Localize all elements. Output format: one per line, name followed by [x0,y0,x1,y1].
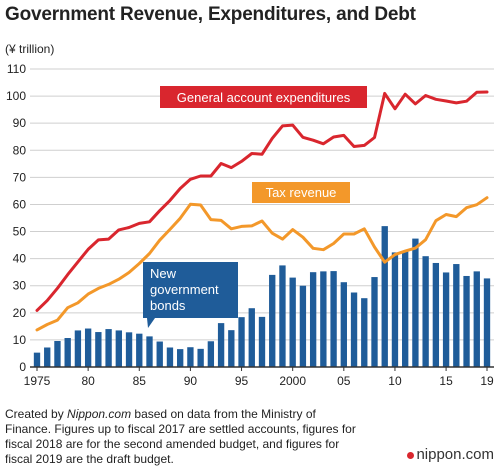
bond-bar [381,226,388,367]
bond-bar [320,271,327,367]
bond-bar [238,317,245,367]
tax-revenue-label-box [252,182,350,203]
expenditures-label: General account expenditures [177,90,351,105]
bond-bar [95,332,102,367]
y-tick-label: 90 [13,116,27,130]
bond-bar [412,238,419,367]
bond-bar [432,262,440,367]
bond-bar [442,272,450,367]
bond-bar [309,272,317,367]
bonds-label-pointer [147,318,155,328]
y-tick-label: 70 [13,170,27,184]
bond-bar [340,282,347,367]
bond-bar [258,316,266,367]
bond-bar [483,278,491,367]
annotations: General account expenditures Tax revenue N… [143,86,367,328]
y-tick-label: 60 [13,197,27,211]
bond-bar [391,252,399,367]
x-tick-label: 2000 [279,374,306,388]
bond-bar [289,277,296,367]
bond-bar [74,330,82,367]
y-tick-label: 20 [13,306,27,320]
bond-bar [217,323,225,367]
x-tick-label: 80 [81,374,95,388]
bond-bar [453,264,460,367]
bond-bar [402,251,409,367]
bond-bar [463,275,470,367]
bond-bar [269,274,276,367]
bond-bar [350,292,358,367]
chart-title: Government Revenue, Expenditures, and De… [5,4,416,25]
source-name: Nippon.com [67,407,132,421]
x-axis: 1975 80 85 90 95 2000 05 10 15 19 [24,366,494,388]
bond-bar [44,347,51,367]
bond-bar [64,338,71,367]
brand-dot-icon [407,451,415,459]
expenditures-line [35,90,489,312]
bond-bar [84,328,92,367]
x-tick-label: 19 [480,374,494,388]
bond-bars [33,226,491,367]
bonds-label-line: government [150,282,219,297]
x-tick-label: 95 [235,374,249,388]
source-text: based on data from the Ministry of Finan… [5,407,356,466]
bond-bar [371,277,378,367]
tax-revenue-line [35,196,489,332]
bond-bar [207,341,215,367]
source-note: Created by Nippon.com based on data from… [5,407,365,467]
expenditures-label-box [160,86,367,108]
bond-bar [146,336,153,367]
y-tick-label: 110 [7,62,26,76]
bond-bar [54,340,61,367]
bond-bar [33,352,41,367]
x-tick-label: 85 [133,374,147,388]
bond-bar [125,332,133,367]
y-tick-label: 80 [13,143,27,157]
x-tick-label: 15 [439,374,453,388]
bond-bar [422,256,429,367]
bond-bar [361,298,368,367]
y-tick-label: 10 [13,333,27,347]
brand-name: nippon.com [416,446,494,463]
bonds-label-line: New [150,266,177,281]
y-tick-label: 30 [13,279,27,293]
bond-bar [166,347,174,367]
bond-bar [279,265,286,367]
y-tick-label: 50 [13,225,27,239]
y-axis-tick-labels: 0 10 20 30 40 50 60 70 80 90 100 110 [6,62,26,374]
x-tick-label: 1975 [24,374,51,388]
x-tick-label: 90 [184,374,198,388]
bond-bar [136,333,143,367]
y-tick-label: 40 [13,252,27,266]
source-prefix: Created by [5,407,68,421]
line-series [35,90,489,332]
bonds-label-box [143,262,238,318]
bond-bar [156,341,163,367]
y-axis-unit: (¥ trillion) [5,42,55,56]
x-tick-label: 10 [388,374,402,388]
bonds-label-line: bonds [150,298,186,313]
tax-revenue-label: Tax revenue [266,185,337,200]
bond-bar [115,330,122,367]
bond-bar [187,347,194,367]
bond-bar [177,349,184,367]
bond-bar [299,285,307,367]
bond-bar [105,329,112,367]
y-tick-label: 0 [19,360,26,374]
bond-bar [473,271,480,367]
bond-bar [228,330,235,367]
x-tick-label: 05 [337,374,351,388]
brand-logo: nippon.com [407,446,494,463]
bond-bar [248,308,255,367]
bond-bar [330,271,337,367]
y-tick-label: 100 [6,89,26,103]
bond-bar [197,348,204,367]
